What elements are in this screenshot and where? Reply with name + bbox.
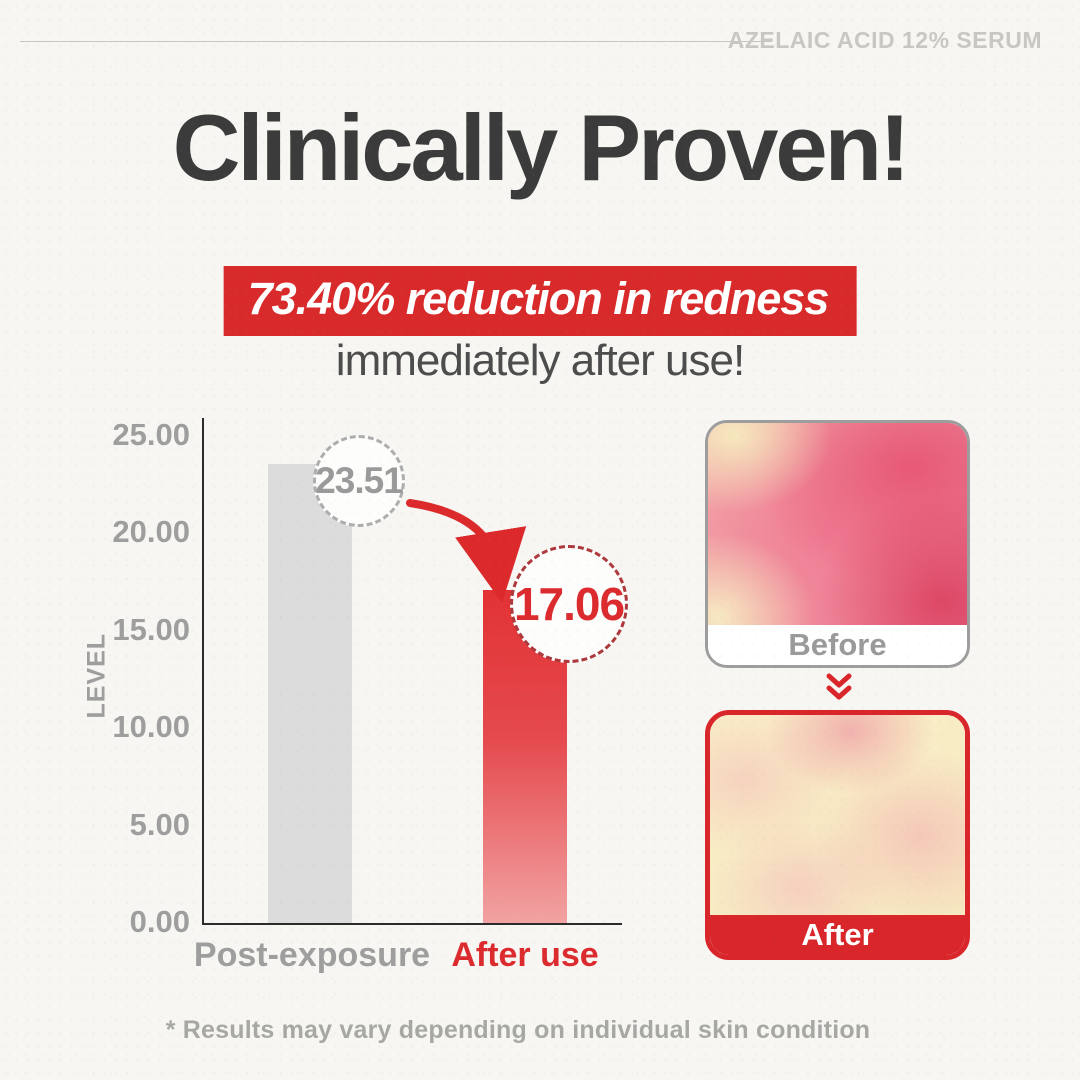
y-tick-20: 20.00 <box>112 514 190 549</box>
plot-area: 23.51 17.06 <box>204 435 628 923</box>
y-tick-10: 10.00 <box>112 709 190 744</box>
footnote: * Results may vary depending on individu… <box>165 1016 871 1044</box>
x-label-after-use: After use <box>451 936 599 974</box>
product-label: AZELAIC ACID 12% SERUM <box>727 27 1042 53</box>
value-label-after-use: 17.06 <box>513 578 625 630</box>
after-skin-image <box>710 715 965 915</box>
y-tick-25: 25.00 <box>112 417 190 452</box>
before-skin-image <box>708 423 967 625</box>
y-tick-0: 0.00 <box>129 904 190 939</box>
chevron-double-down-icon <box>822 672 856 706</box>
before-card: Before <box>705 420 970 668</box>
bar-post-exposure <box>268 464 352 923</box>
subtitle: immediately after use! <box>335 336 745 385</box>
highlight-banner: 73.40% reduction in redness <box>223 266 857 336</box>
before-label: Before <box>708 625 967 665</box>
y-tick-15: 15.00 <box>112 612 190 647</box>
y-tick-5: 5.00 <box>129 807 190 842</box>
x-label-post-exposure: Post-exposure <box>193 936 431 974</box>
y-axis-label: LEVEL <box>82 632 111 719</box>
y-axis-line <box>202 418 204 925</box>
banner-text: 73.40% reduction in redness <box>247 273 830 324</box>
header-rule <box>20 41 772 42</box>
after-card: After <box>705 710 970 960</box>
value-bubble-after-use: 17.06 <box>510 545 628 663</box>
value-bubble-post-exposure: 23.51 <box>313 435 405 527</box>
after-label: After <box>710 915 965 955</box>
x-axis-line <box>202 923 622 925</box>
value-label-post-exposure: 23.51 <box>315 460 404 501</box>
page-title: Clinically Proven! <box>172 95 911 200</box>
